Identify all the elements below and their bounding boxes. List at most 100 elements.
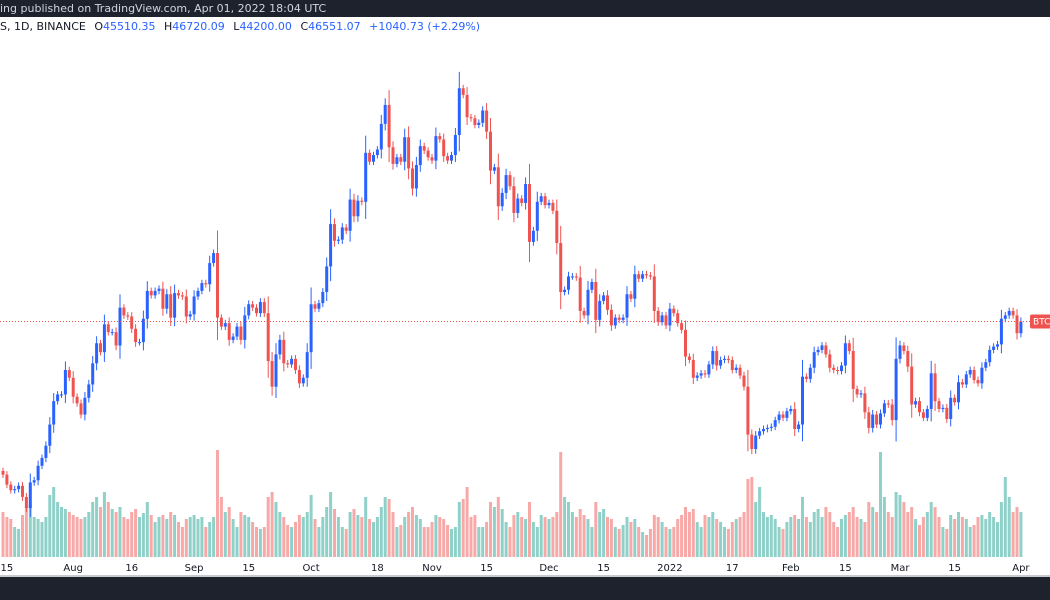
volume-bar [968, 527, 972, 557]
x-axis: 15 Aug 16 Sep 15 Oct 18 Nov 15 Dec 15 2022 17 Feb 15 Ma… [1, 563, 1031, 574]
volume-bar [114, 512, 118, 557]
candle-body [968, 369, 972, 375]
axis-divider [0, 575, 1050, 577]
candle-body [375, 149, 379, 156]
volume-bar [606, 517, 609, 557]
candle-body [512, 186, 516, 213]
candle-body [450, 155, 453, 161]
volume-bar [36, 519, 40, 557]
volume-bar [301, 517, 305, 557]
candle-body [204, 283, 208, 285]
candle-body [290, 358, 294, 365]
volume-bar [192, 515, 196, 557]
candle-body [492, 167, 496, 171]
candle-body [336, 239, 340, 241]
volume-bar [789, 517, 793, 557]
candle-body [816, 349, 820, 353]
candle-body [516, 198, 520, 213]
volume-bar [894, 492, 898, 557]
volume-bar [855, 517, 859, 557]
candle-body [840, 365, 843, 372]
volume-bar [808, 522, 812, 557]
candle-body [426, 150, 430, 158]
candle-body [785, 411, 789, 418]
candle-body [399, 157, 403, 162]
volume-bar [941, 527, 945, 557]
volume-bar [457, 502, 461, 557]
volume-bar [590, 527, 594, 557]
candle-body [153, 290, 157, 296]
volume-bar [317, 527, 321, 557]
volume-bar [235, 527, 239, 557]
volume-bar [621, 525, 625, 557]
volume-bar [652, 515, 656, 557]
volume-bar [945, 529, 949, 557]
volume-bar [56, 502, 60, 557]
volume-bar [574, 517, 578, 557]
candle-body [539, 196, 543, 202]
volume-bar [442, 519, 446, 557]
candle-body [925, 408, 929, 418]
candle-body [122, 307, 126, 316]
candle-body [372, 155, 375, 162]
candle-body [496, 167, 500, 207]
volume-bar [726, 529, 730, 557]
x-tick-label: 15 [1, 563, 14, 574]
candle-body [63, 369, 67, 395]
volume-bar [801, 497, 804, 557]
volume-bar [535, 527, 539, 557]
volume-bar [28, 505, 32, 557]
volume-bar [153, 522, 157, 557]
candle-body [734, 367, 738, 370]
volume-bar [13, 527, 17, 557]
x-tick-label: Feb [782, 563, 800, 574]
volume-bar [980, 515, 984, 557]
candle-body [894, 358, 898, 421]
volume-bar [239, 512, 243, 557]
candle-body [773, 420, 777, 427]
volume-bar [524, 519, 528, 557]
volume-bar [656, 517, 660, 557]
candle-body [75, 396, 79, 404]
candle-body [707, 364, 711, 375]
volume-bar [933, 507, 937, 557]
candle-body [231, 336, 235, 340]
candle-body [886, 403, 890, 405]
candle-body [465, 94, 469, 118]
candle-body [13, 489, 17, 491]
volume-bar [762, 512, 765, 557]
volume-bar [145, 502, 149, 557]
volume-bar [563, 497, 567, 557]
candle-body [941, 407, 945, 409]
candle-body [726, 358, 730, 360]
volume-bar [450, 529, 453, 557]
volume-bar [368, 519, 372, 557]
volume-bar [231, 519, 235, 557]
candle-body [79, 403, 83, 415]
candle-body [130, 316, 134, 329]
candle-body [524, 184, 528, 203]
candle-body [765, 427, 769, 429]
candle-body [660, 315, 664, 323]
candle-body [110, 332, 114, 334]
candle-body [270, 361, 274, 387]
volume-bar [914, 519, 918, 557]
volume-bar [434, 515, 438, 557]
candle-body [157, 288, 161, 291]
volume-bar [223, 512, 227, 557]
volume-bar [570, 512, 574, 557]
candle-body [173, 293, 177, 318]
volume-bar [204, 527, 208, 557]
volume-bar [44, 517, 48, 557]
volume-bar [407, 512, 411, 557]
volume-bar [765, 517, 769, 557]
volume-bars [1, 450, 1023, 557]
candle-body [960, 382, 964, 385]
volume-bar [750, 477, 754, 557]
x-tick-label: Aug [63, 563, 83, 574]
candle-body [992, 346, 996, 350]
candle-body [356, 200, 360, 217]
volume-bar [960, 517, 964, 557]
candle-body [972, 369, 976, 380]
